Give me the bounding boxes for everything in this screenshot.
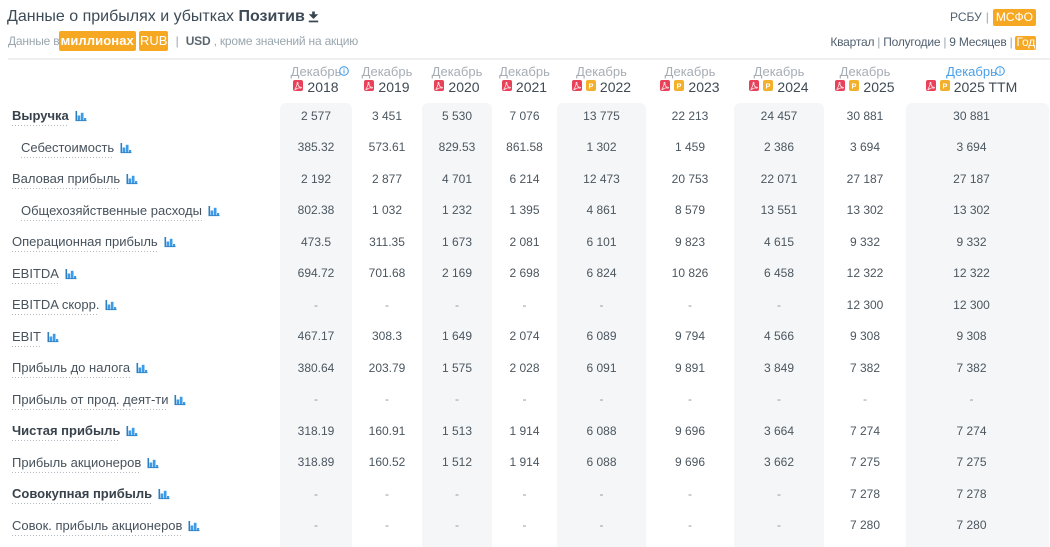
svg-text:P: P <box>677 81 682 90</box>
svg-text:P: P <box>766 81 771 90</box>
svg-text:P: P <box>588 81 593 90</box>
svg-text:P: P <box>942 81 947 90</box>
svg-text:P: P <box>852 81 857 90</box>
